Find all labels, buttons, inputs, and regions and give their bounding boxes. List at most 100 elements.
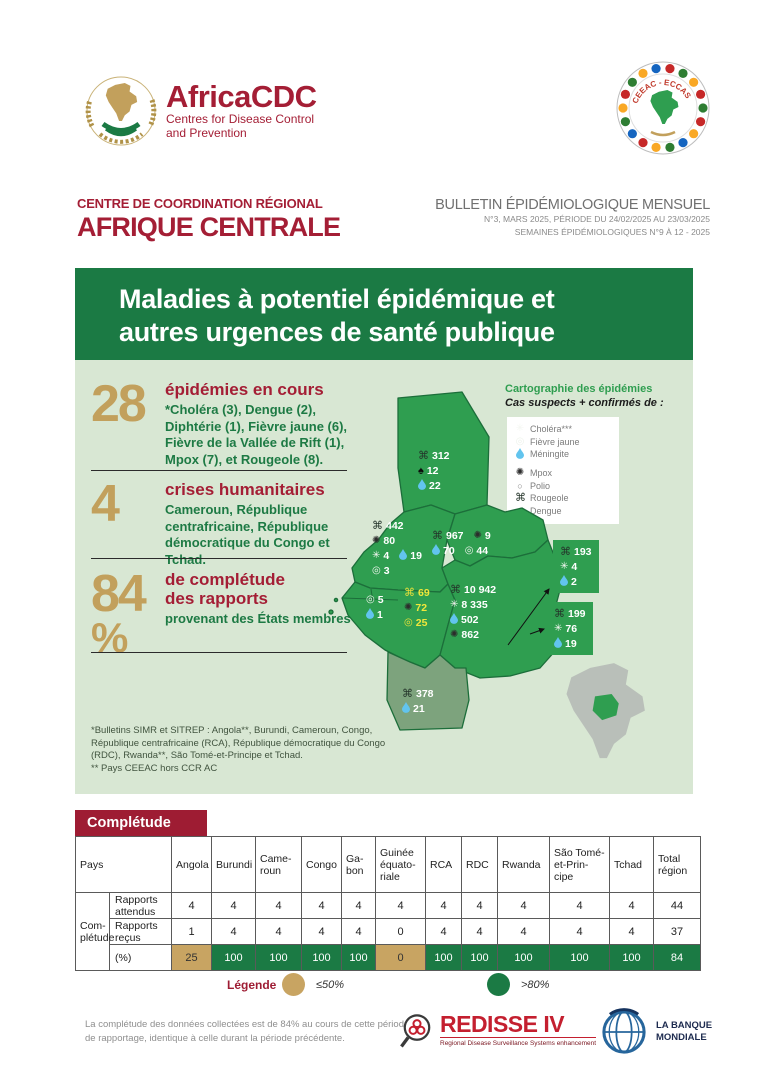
mpox-icon: ✺ (473, 529, 482, 541)
polio-icon: ○ (517, 480, 523, 491)
divider (91, 558, 347, 559)
legend-item-label: Dengue (530, 505, 562, 516)
rougeole-icon: ⌘ (515, 492, 526, 505)
case-count: 2 (571, 575, 577, 588)
regional-center-line2: AFRIQUE CENTRALE (77, 212, 341, 242)
section-banner: Maladies à potentiel épidémique et autre… (75, 268, 693, 360)
cholera-icon: ✳ (450, 598, 459, 610)
case-count: 21 (413, 702, 425, 715)
redisse-title: REDISSE IV (440, 1011, 565, 1037)
mpox-icon: ✺ (515, 467, 525, 479)
legend-item-label: Choléra*** (530, 424, 573, 434)
case-count: 12 (426, 464, 439, 477)
fievre-icon: ◎ (464, 544, 474, 556)
stat-epidemies-title: épidémies en cours (165, 380, 324, 399)
case-count: 193 (574, 545, 592, 558)
map-legend-title: Cartographie des épidémies (505, 383, 653, 395)
table-cell: 4 (609, 918, 654, 945)
col-header-6: RCA (425, 836, 462, 893)
col-header-4: Ga- bon (341, 836, 376, 893)
case-count: 1 (377, 608, 383, 621)
rougeole-icon: ⌘ (450, 583, 461, 596)
cholera-icon: ✳ (372, 549, 381, 561)
table-cell: 4 (171, 892, 212, 919)
completude-table-wrap: Pays Angola Burundi Came- roun Congo Ga- bon G… (75, 836, 701, 971)
table-cell: 4 (549, 892, 610, 919)
meningite-icon (450, 613, 458, 626)
table-legend: Légende ≤50% >80% (0, 972, 768, 1002)
completude-header: Complétude (75, 810, 207, 836)
table-cell: 4 (609, 892, 654, 919)
case-count: 502 (461, 613, 479, 626)
table-cell: 100 (497, 944, 550, 971)
table-cell: 84 (653, 944, 701, 971)
meningite-icon (366, 608, 374, 621)
footnote-sub: ** Pays CEEAC hors CCR AC (91, 762, 218, 774)
banner-line1: Maladies à potentiel épidémique et (119, 284, 555, 314)
legend-label-high: >80% (521, 979, 550, 991)
bulletin-period: N°3, MARS 2025, PÉRIODE DU 24/02/2025 AU… (484, 214, 710, 224)
rougeole-icon: ⌘ (418, 449, 429, 462)
case-count: 25 (415, 616, 428, 629)
fievre-icon: ◎ (515, 435, 525, 447)
case-count: 312 (432, 449, 450, 462)
meningite-icon (432, 544, 440, 557)
rougeole-icon: ⌘ (404, 586, 415, 599)
table-cell: 25 (171, 944, 212, 971)
legend-dot-low (282, 973, 305, 996)
panel-footnote: *Bulletins SIMR et SITREP : Angola**, Bu… (91, 725, 407, 775)
banner-line2: autres urgences de santé publique (119, 317, 555, 347)
africa-inset-icon (566, 663, 645, 759)
table-cell: 100 (425, 944, 462, 971)
case-count: 9 (484, 529, 491, 542)
table-body: Com- plétude Rapports attendus 4 4 4 4 4 4 4 4 4 4 4… (75, 892, 701, 971)
meningite-icon (402, 702, 410, 715)
map-cluster-rdc: ⌘ 10 942 ✳ 8 335 502 ✺ 862 (450, 582, 496, 642)
case-count: 967 (446, 529, 464, 542)
africa-inset-map (557, 663, 652, 768)
legend-dot-high (487, 973, 510, 996)
regional-center-line1: CENTRE DE COORDINATION RÉGIONAL (77, 196, 323, 211)
fievre-icon: ◎ (366, 593, 375, 605)
table-cell: 100 (549, 944, 610, 971)
stat-crises-desc: Cameroun, République centrafricaine, Rép… (165, 502, 330, 567)
col-header-11: Total région (653, 836, 701, 893)
completude-table: Pays Angola Burundi Came- roun Congo Ga- bon G… (75, 836, 701, 971)
table-header-row: Pays Angola Burundi Came- roun Congo Ga- bon G… (75, 836, 701, 893)
case-count: 3 (383, 564, 390, 577)
stat-crises-value: 4 (91, 475, 120, 533)
table-cell: 100 (211, 944, 256, 971)
legend-item-label: Polio (530, 480, 551, 491)
map-cluster-callout-rwanda: ⌘ 199 ✳ 76 19 (547, 602, 593, 655)
dengue-icon: ♠ (418, 464, 424, 477)
legend-item-cholera: ✳ Choléra*** (515, 423, 613, 436)
africacdc-logo: AfricaCDC Centres for Disease Control an… (84, 74, 317, 148)
map-cluster-cote: ◎ 5 1 (366, 592, 384, 622)
col-header-8: Rwanda (497, 836, 550, 893)
case-count: 442 (386, 519, 404, 532)
table-cell: 0 (375, 944, 426, 971)
table-cell: 100 (341, 944, 376, 971)
table-cell: 0 (375, 918, 426, 945)
case-count: 72 (415, 601, 428, 614)
case-count: 80 (383, 534, 396, 547)
divider (91, 470, 347, 471)
africacdc-subtitle2: and Prevention (166, 126, 247, 140)
table-cell: 4 (301, 892, 342, 919)
stat-epidemies-value: 28 (91, 375, 147, 433)
completude-title: Complétude (87, 815, 171, 831)
ceeac-logo: CEEAC - ECCAS (615, 60, 711, 161)
meningite-icon (554, 637, 562, 650)
case-count: 19 (565, 637, 577, 650)
table-cell: 4 (211, 892, 256, 919)
table-cell: 4 (341, 918, 376, 945)
map-cluster-cameroun: ⌘ 442 ✺ 80 ✳ 4 19 ◎ 3 (372, 518, 422, 578)
map-legend: Cartographie des épidémies Cas suspects … (505, 383, 685, 524)
col-header-1: Burundi (211, 836, 256, 893)
africacdc-emblem-icon (85, 76, 157, 146)
stat-completude: 84% de complétude des rapports provenant… (91, 568, 361, 659)
table-cell: 4 (549, 918, 610, 945)
table-cell: 100 (301, 944, 342, 971)
table-cell: 4 (301, 918, 342, 945)
mpox-icon: ✺ (404, 601, 413, 613)
